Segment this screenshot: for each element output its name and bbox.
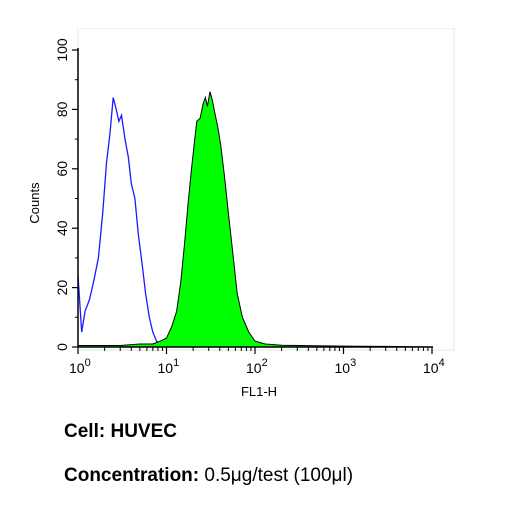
x-tick-label: 100 [69,357,91,376]
x-tick-label: 104 [423,357,445,376]
y-tick-label: 20 [54,280,70,296]
concentration-value: 0.5μg/test (100μl) [204,465,354,486]
x-tick-label: 102 [246,357,268,376]
histogram-chart: 100 101 102 103 104 0 20 40 60 80 100 FL1-H Counts [22,28,460,402]
cell-label: Cell: [64,421,106,442]
x-tick-label: 103 [335,357,357,376]
x-axis-title: FL1-H [241,384,277,399]
series-2-outline [78,91,433,348]
y-tick-label: 60 [54,161,70,177]
concentration-label: Concentration: [64,465,200,486]
y-axis-title: Counts [27,182,42,224]
cell-caption: Cell: HUVEC [64,421,177,443]
y-tick-label: 80 [54,101,70,117]
x-tick-label: 101 [158,357,180,376]
cell-value: HUVEC [110,421,177,442]
y-tick-label: 40 [54,220,70,236]
series-layer [77,91,433,348]
y-tick-label: 0 [54,343,70,351]
concentration-caption: Concentration: 0.5μg/test (100μl) [64,465,353,487]
histogram-figure: 100 101 102 103 104 0 20 40 60 80 100 FL1-H Counts [22,28,460,402]
axes-layer: 100 101 102 103 104 0 20 40 60 80 100 [54,38,445,376]
y-tick-label: 100 [54,38,70,62]
